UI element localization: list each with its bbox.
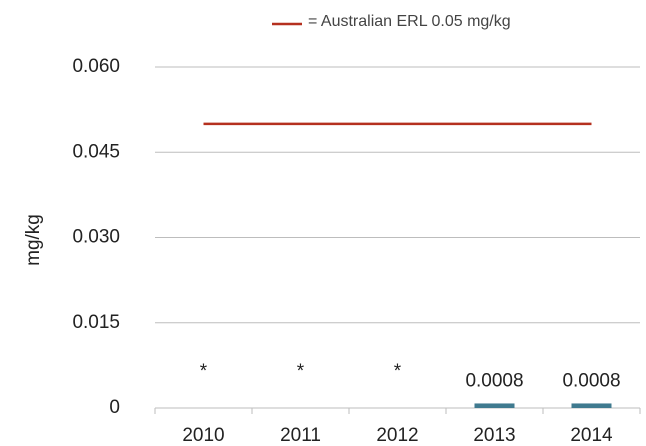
y-axis-label: mg/kg (23, 214, 44, 266)
data-label: * (200, 361, 208, 382)
x-tick-label: 2010 (182, 425, 224, 446)
x-tick-label: 2013 (473, 425, 515, 446)
y-tick-label: 0.030 (72, 227, 120, 248)
legend-label: = Australian ERL 0.05 mg/kg (308, 13, 511, 30)
bar (474, 403, 515, 408)
x-tick-label: 2012 (376, 425, 418, 446)
x-tick-label: 2011 (280, 425, 321, 446)
y-tick-label: 0.060 (72, 56, 120, 77)
y-tick-label: 0.015 (72, 312, 120, 333)
y-tick-label: 0.045 (72, 141, 120, 162)
bar (571, 403, 612, 408)
data-label: 0.0008 (465, 370, 523, 391)
data-label: * (394, 361, 402, 382)
data-label: * (297, 361, 305, 382)
data-label: 0.0008 (562, 370, 620, 391)
x-tick-label: 2014 (570, 425, 613, 446)
y-tick-label: 0 (109, 397, 120, 418)
